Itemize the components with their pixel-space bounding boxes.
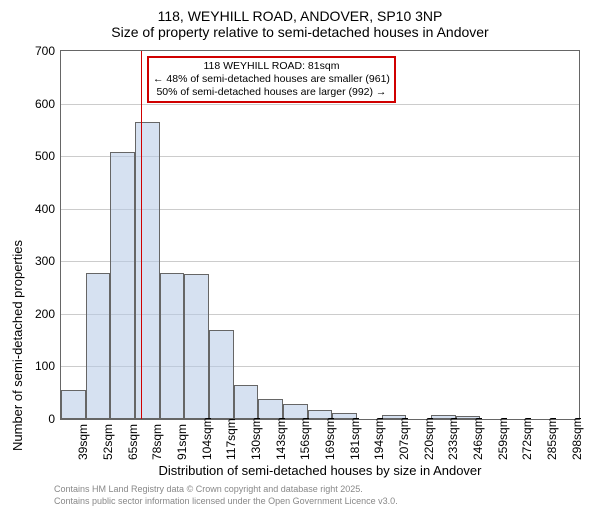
x-tick-label: 156sqm <box>298 417 312 460</box>
x-tick-label: 117sqm <box>224 418 238 460</box>
annotation-box: 118 WEYHILL ROAD: 81sqm← 48% of semi-det… <box>147 56 396 103</box>
x-tick-label: 169sqm <box>323 417 337 460</box>
y-tick-label: 400 <box>15 202 55 216</box>
gridline-h <box>61 104 579 105</box>
x-tick-label: 65sqm <box>126 424 140 460</box>
y-tick-label: 100 <box>15 359 55 373</box>
x-tick-label: 130sqm <box>249 417 263 460</box>
plot-area: 118 WEYHILL ROAD: 81sqm← 48% of semi-det… <box>60 50 580 420</box>
annotation-line1: 118 WEYHILL ROAD: 81sqm <box>153 60 390 73</box>
histogram-bar <box>61 390 86 419</box>
y-tick-label: 300 <box>15 254 55 268</box>
footnote: Contains HM Land Registry data © Crown c… <box>54 484 398 507</box>
chart-title-line2: Size of property relative to semi-detach… <box>0 24 600 40</box>
x-tick-label: 39sqm <box>76 424 90 460</box>
histogram-bar <box>209 330 234 419</box>
y-tick-label: 200 <box>15 307 55 321</box>
histogram-bar <box>135 122 160 419</box>
x-tick-label: 272sqm <box>520 417 534 460</box>
chart-title-block: 118, WEYHILL ROAD, ANDOVER, SP10 3NP Siz… <box>0 8 600 40</box>
x-tick-label: 233sqm <box>446 417 460 460</box>
reference-line <box>141 51 142 419</box>
histogram-bar <box>234 385 259 419</box>
x-tick-label: 181sqm <box>348 417 362 460</box>
x-tick-label: 220sqm <box>422 417 436 460</box>
annotation-line2: ← 48% of semi-detached houses are smalle… <box>153 73 390 86</box>
y-tick-label: 700 <box>15 44 55 58</box>
histogram-bar <box>86 273 111 419</box>
histogram-bar <box>184 274 209 419</box>
x-tick-label: 91sqm <box>175 424 189 460</box>
footnote-line1: Contains HM Land Registry data © Crown c… <box>54 484 398 496</box>
x-tick-label: 194sqm <box>372 417 386 460</box>
x-tick-label: 246sqm <box>471 417 485 460</box>
histogram-bar <box>160 273 185 419</box>
x-tick-label: 78sqm <box>150 424 164 460</box>
x-axis-label: Distribution of semi-detached houses by … <box>0 463 600 478</box>
x-tick-label: 259sqm <box>496 417 510 460</box>
histogram-bar <box>110 152 135 419</box>
x-tick-label: 143sqm <box>274 417 288 460</box>
x-tick-label: 298sqm <box>570 417 584 460</box>
x-tick-label: 104sqm <box>200 417 214 460</box>
y-tick-label: 0 <box>15 412 55 426</box>
y-tick-label: 500 <box>15 149 55 163</box>
x-tick-label: 52sqm <box>101 424 115 460</box>
y-tick-label: 600 <box>15 97 55 111</box>
chart-title-line1: 118, WEYHILL ROAD, ANDOVER, SP10 3NP <box>0 8 600 24</box>
annotation-line3: 50% of semi-detached houses are larger (… <box>153 86 390 99</box>
footnote-line2: Contains public sector information licen… <box>54 496 398 507</box>
x-tick-label: 207sqm <box>397 417 411 460</box>
x-tick-label: 285sqm <box>545 417 559 460</box>
chart-container: 118, WEYHILL ROAD, ANDOVER, SP10 3NP Siz… <box>0 0 600 500</box>
histogram-bar <box>258 399 283 419</box>
